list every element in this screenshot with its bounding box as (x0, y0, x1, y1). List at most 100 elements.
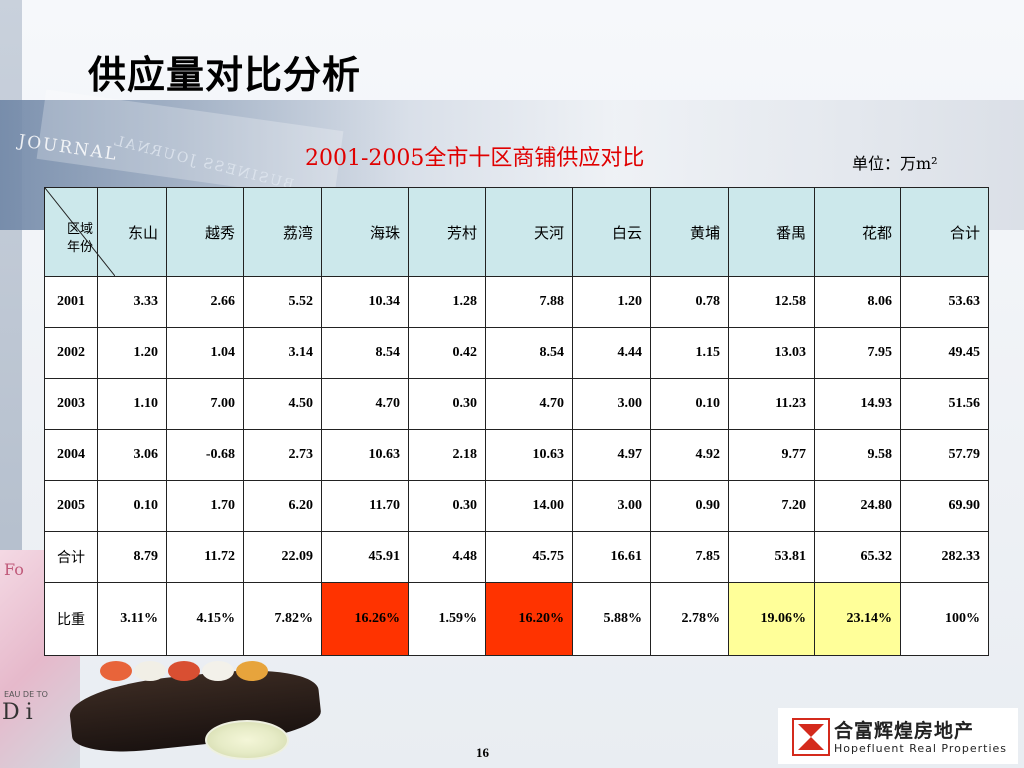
table-cell: 13.03 (728, 327, 815, 379)
table-cell: 16.61 (572, 531, 651, 583)
table-cell: 0.90 (650, 480, 729, 532)
table-cell: 57.79 (900, 429, 989, 481)
sushi-tray-image (67, 655, 330, 758)
table-cell: 19.06% (728, 582, 815, 656)
table-cell: 10.34 (321, 276, 409, 328)
table-cell: 7.85 (650, 531, 729, 583)
table-row: 2002 1.20 1.04 3.14 8.54 0.42 8.54 4.44 1.15 13.0… (44, 327, 989, 379)
table-cell: 8.79 (97, 531, 167, 583)
table-cell: 4.50 (243, 378, 322, 430)
perfume-small-text: EAU DE TO (4, 690, 48, 699)
table-cell: 2.18 (408, 429, 486, 481)
table-cell: 3.33 (97, 276, 167, 328)
sushi-piece (202, 661, 234, 681)
column-header: 东山 (97, 187, 167, 277)
table-cell: 6.20 (243, 480, 322, 532)
row-header-cell: 2004 (44, 429, 98, 481)
table-cell: 8.54 (321, 327, 409, 379)
table-title: 2001-2005全市十区商铺供应对比 (305, 146, 645, 171)
table-cell: 4.92 (650, 429, 729, 481)
corner-header-cell: 区域 年份 (44, 187, 115, 277)
table-cell: 22.09 (243, 531, 322, 583)
table-cell: 1.20 (97, 327, 167, 379)
perfume-top-text: Fo (4, 560, 24, 579)
table-header-row: 区域 年份 东山 越秀 荔湾 海珠 芳村 天河 白云 黄埔 番禺 花都 合计 (44, 187, 989, 277)
row-header-cell: 合计 (44, 531, 98, 583)
table-cell: 1.28 (408, 276, 486, 328)
table-cell: 1.20 (572, 276, 651, 328)
table-cell: 16.20% (485, 582, 573, 656)
page-number: 16 (476, 745, 489, 760)
row-header-cell: 2005 (44, 480, 98, 532)
table-cell: 14.93 (814, 378, 901, 430)
table-cell: 7.88 (485, 276, 573, 328)
table-cell: 10.63 (485, 429, 573, 481)
table-cell: 4.70 (321, 378, 409, 430)
table-row: 2004 3.06 -0.68 2.73 10.63 2.18 10.63 4.97 4.92 9… (44, 429, 989, 481)
table-cell: 1.04 (166, 327, 244, 379)
table-cell: 12.58 (728, 276, 815, 328)
column-header: 越秀 (166, 187, 244, 277)
table-cell: 2.73 (243, 429, 322, 481)
table-cell: 2.78% (650, 582, 729, 656)
logo-english-text: Hopefluent Real Properties (834, 742, 1008, 755)
table-cell: 69.90 (900, 480, 989, 532)
table-row: 2005 0.10 1.70 6.20 11.70 0.30 14.00 3.00 0.90 7.… (44, 480, 989, 532)
row-header-cell: 2003 (44, 378, 98, 430)
table-cell: 7.82% (243, 582, 322, 656)
table-cell: 5.52 (243, 276, 322, 328)
sushi-piece (100, 661, 132, 681)
table-row: 合计 8.79 11.72 22.09 45.91 4.48 45.75 16.61 7.85 5… (44, 531, 989, 583)
table-cell: 49.45 (900, 327, 989, 379)
table-cell: 53.63 (900, 276, 989, 328)
column-header: 海珠 (321, 187, 409, 277)
table-cell: 1.15 (650, 327, 729, 379)
table-cell: 5.88% (572, 582, 651, 656)
table-cell: 53.81 (728, 531, 815, 583)
table-cell: 3.14 (243, 327, 322, 379)
table-cell: 7.00 (166, 378, 244, 430)
table-cell: 3.11% (97, 582, 167, 656)
column-header: 荔湾 (243, 187, 322, 277)
table-cell: 45.75 (485, 531, 573, 583)
table-row: 2003 1.10 7.00 4.50 4.70 0.30 4.70 3.00 0.10 11.2… (44, 378, 989, 430)
table-cell: 11.72 (166, 531, 244, 583)
table-cell: 45.91 (321, 531, 409, 583)
table-cell: 3.00 (572, 378, 651, 430)
table-cell: 7.20 (728, 480, 815, 532)
table-cell: 0.30 (408, 480, 486, 532)
perfume-big-text: Di (2, 700, 39, 725)
sushi-piece (168, 661, 200, 681)
table-cell: 11.70 (321, 480, 409, 532)
table-cell: 0.10 (650, 378, 729, 430)
table-cell: -0.68 (166, 429, 244, 481)
table-row: 比重 3.11% 4.15% 7.82% 16.26% 1.59% 16.20% 5.88% 2… (44, 582, 989, 656)
table-cell: 51.56 (900, 378, 989, 430)
unit-label: 单位：万m² (852, 154, 938, 173)
row-header-cell: 2002 (44, 327, 98, 379)
table-cell: 3.06 (97, 429, 167, 481)
table-cell: 16.26% (321, 582, 409, 656)
table-cell: 4.70 (485, 378, 573, 430)
table-cell: 8.06 (814, 276, 901, 328)
corner-region-label: 区域 (67, 222, 94, 237)
row-header-cell: 比重 (44, 582, 98, 656)
table-cell: 4.44 (572, 327, 651, 379)
dish-image (205, 720, 289, 760)
table-cell: 1.70 (166, 480, 244, 532)
logo-chinese-text: 合富辉煌房地产 (834, 720, 975, 742)
sushi-piece (236, 661, 268, 681)
table-cell: 1.59% (408, 582, 486, 656)
column-header: 花都 (814, 187, 901, 277)
column-header: 白云 (572, 187, 651, 277)
column-header: 合计 (900, 187, 989, 277)
page-title: 供应量对比分析 (88, 53, 362, 97)
table-cell: 14.00 (485, 480, 573, 532)
table-cell: 100% (900, 582, 989, 656)
table-cell: 0.10 (97, 480, 167, 532)
table-cell: 24.80 (814, 480, 901, 532)
table-cell: 2.66 (166, 276, 244, 328)
sushi-piece (134, 661, 166, 681)
table-cell: 11.23 (728, 378, 815, 430)
table-row: 2001 3.33 2.66 5.52 10.34 1.28 7.88 1.20 0.78 12.… (44, 276, 989, 328)
